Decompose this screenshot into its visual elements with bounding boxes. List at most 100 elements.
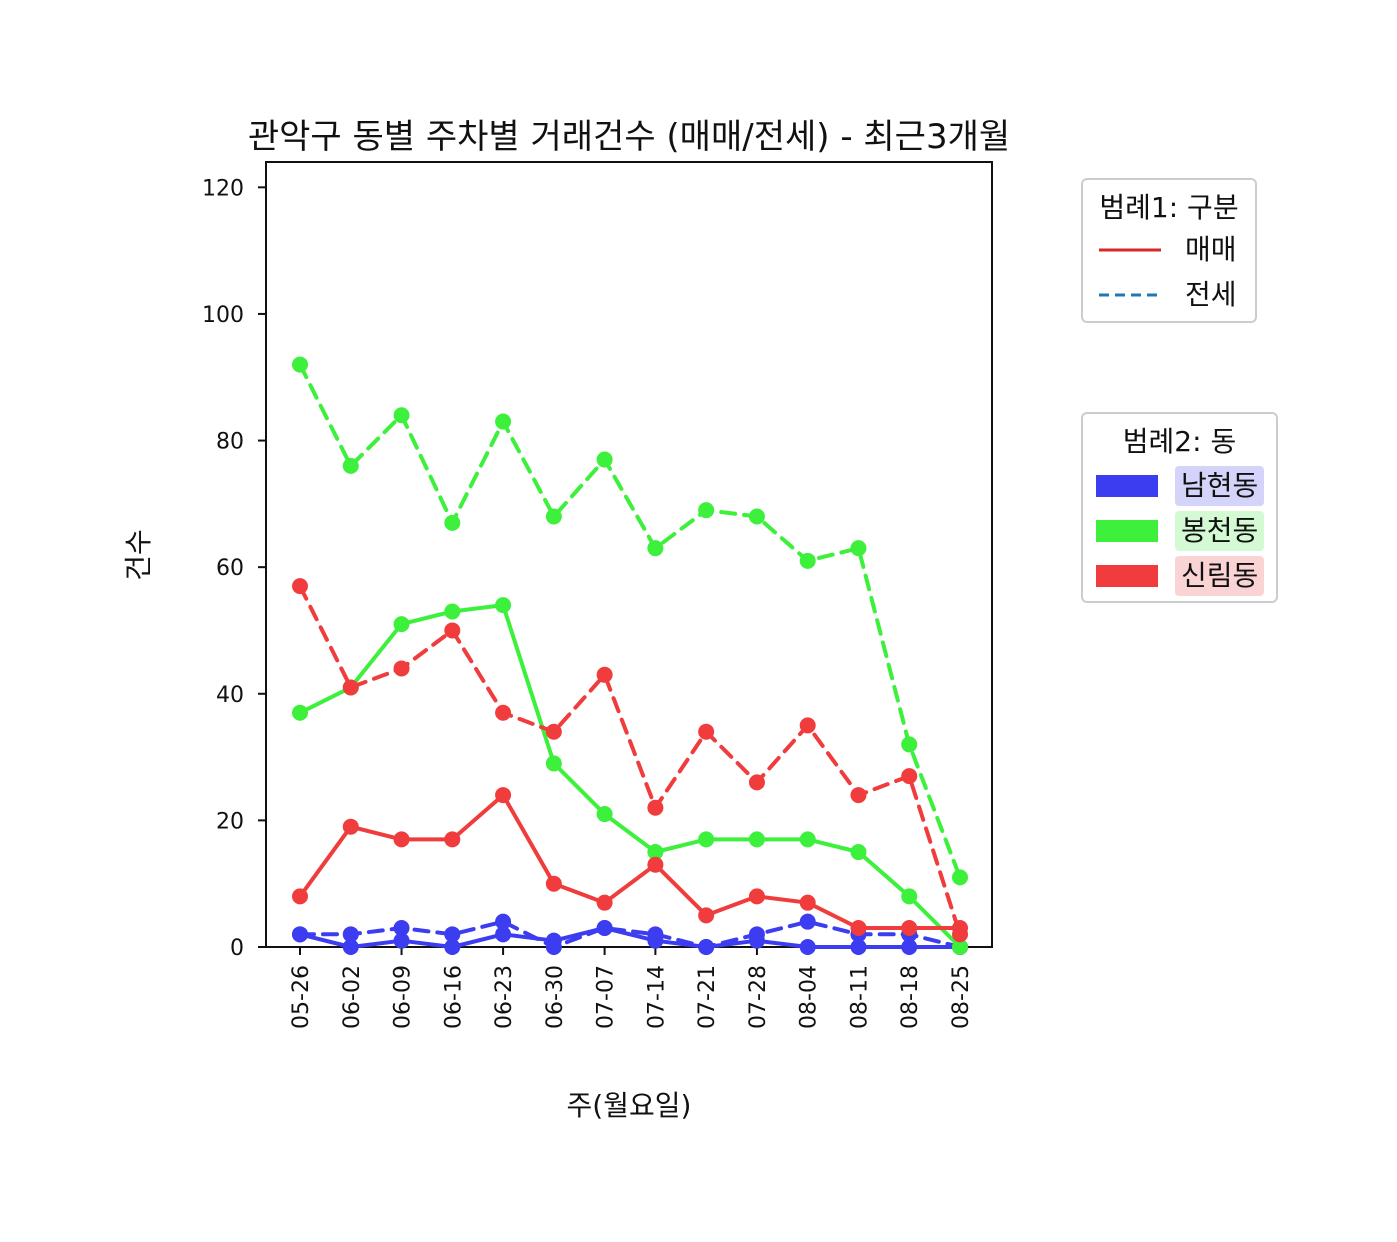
- plot-area: [265, 161, 993, 948]
- legend-dong: 범례2: 동 남현동 봉천동 신림동: [1081, 412, 1278, 603]
- x-tick-label: 08-25: [949, 965, 974, 1029]
- legend-dong-title: 범례2: 동: [1122, 425, 1237, 458]
- data-point-남현동-전세: [545, 939, 562, 955]
- series-line-봉천동-매매: [298, 603, 962, 949]
- legend-kind-item-sale: 매매: [1083, 230, 1255, 270]
- data-point-신림동-매매: [444, 831, 461, 848]
- x-tick-label: 05-26: [289, 965, 314, 1029]
- data-point-남현동-매매: [393, 932, 410, 949]
- y-tick-label: 60: [216, 556, 244, 581]
- legend-dong-label-sillim: 신림동: [1175, 556, 1265, 596]
- series-line-남현동-매매: [298, 926, 962, 949]
- data-point-신림동-전세: [748, 774, 765, 791]
- data-point-신림동-전세: [698, 723, 715, 740]
- data-point-남현동-전세: [647, 926, 664, 943]
- data-point-봉천동-매매: [393, 616, 410, 633]
- x-tick-label: 06-02: [340, 965, 365, 1029]
- chart-title: 관악구 동별 주차별 거래건수 (매매/전세) - 최근3개월: [248, 117, 1010, 157]
- y-tick-label: 40: [216, 683, 244, 708]
- data-point-신림동-전세: [393, 660, 410, 677]
- legend-kind-label-sale: 매매: [1185, 233, 1237, 266]
- namhyeon-swatch: [1096, 475, 1158, 497]
- data-point-봉천동-전세: [545, 508, 562, 525]
- data-point-봉천동-매매: [952, 939, 969, 955]
- data-point-봉천동-전세: [799, 552, 816, 569]
- data-point-신림동-전세: [850, 787, 867, 804]
- data-point-남현동-전세: [444, 926, 461, 943]
- x-tick-label: 08-18: [898, 965, 923, 1029]
- data-point-봉천동-전세: [495, 413, 512, 430]
- data-point-봉천동-전세: [952, 869, 969, 886]
- x-tick-label: 08-11: [847, 965, 872, 1029]
- x-tick-label: 06-23: [492, 965, 517, 1029]
- data-point-남현동-전세: [342, 926, 359, 943]
- data-point-신림동-전세: [596, 666, 613, 683]
- bongcheon-swatch: [1096, 520, 1158, 542]
- x-tick-label: 06-16: [441, 965, 466, 1029]
- data-point-봉천동-매매: [495, 597, 512, 614]
- data-point-봉천동-매매: [799, 831, 816, 848]
- data-point-신림동-전세: [444, 622, 461, 639]
- data-point-남현동-매매: [342, 939, 359, 955]
- sillim-swatch: [1096, 565, 1158, 587]
- data-point-신림동-전세: [647, 799, 664, 816]
- y-tick-label: 0: [230, 936, 244, 961]
- data-point-봉천동-전세: [342, 457, 359, 474]
- legend-dong-label-namhyeon: 남현동: [1175, 466, 1265, 506]
- data-point-신림동-전세: [799, 717, 816, 734]
- data-point-신림동-전세: [495, 704, 512, 721]
- data-point-남현동-전세: [596, 920, 613, 937]
- data-point-남현동-매매: [799, 939, 816, 955]
- data-point-신림동-전세: [952, 926, 969, 943]
- data-point-남현동-매매: [444, 939, 461, 955]
- y-tick-label: 120: [202, 176, 244, 201]
- data-point-봉천동-전세: [292, 356, 308, 373]
- data-point-신림동-매매: [698, 907, 715, 924]
- data-point-남현동-매매: [495, 926, 512, 943]
- data-point-신림동-전세: [342, 679, 359, 696]
- series-line-신림동-전세: [298, 584, 962, 937]
- series-line-신림동-매매: [298, 793, 962, 930]
- x-tick-label: 08-04: [797, 965, 822, 1029]
- data-point-봉천동-전세: [748, 508, 765, 525]
- data-point-남현동-전세: [748, 926, 765, 943]
- data-point-봉천동-매매: [647, 844, 664, 861]
- legend-dong-item-sillim: 신림동: [1083, 556, 1276, 596]
- data-point-봉천동-전세: [444, 514, 461, 531]
- data-point-신림동-매매: [850, 920, 867, 937]
- data-point-봉천동-전세: [698, 502, 715, 519]
- legend-kind-label-lease: 전세: [1185, 278, 1237, 311]
- data-point-신림동-매매: [799, 894, 816, 911]
- legend-dong-item-namhyeon: 남현동: [1083, 466, 1276, 506]
- data-point-신림동-매매: [901, 920, 918, 937]
- data-point-신림동-매매: [545, 875, 562, 892]
- data-point-봉천동-전세: [596, 451, 613, 468]
- legend-kind-item-lease: 전세: [1083, 275, 1255, 315]
- legend-dong-label-bongcheon: 봉천동: [1175, 511, 1265, 551]
- data-point-봉천동-매매: [901, 888, 918, 905]
- data-point-남현동-전세: [292, 926, 308, 943]
- y-tick-label: 80: [216, 430, 244, 455]
- data-point-봉천동-매매: [748, 831, 765, 848]
- data-point-신림동-매매: [393, 831, 410, 848]
- x-axis-label: 주(월요일): [567, 1089, 692, 1122]
- x-tick-label: 07-07: [594, 965, 619, 1029]
- data-point-신림동-전세: [901, 768, 918, 785]
- data-point-신림동-전세: [545, 723, 562, 740]
- data-point-봉천동-매매: [698, 831, 715, 848]
- y-tick-label: 20: [216, 809, 244, 834]
- data-point-남현동-전세: [393, 920, 410, 937]
- data-point-신림동-매매: [292, 888, 308, 905]
- dashed-line-icon: [1099, 293, 1161, 297]
- data-point-봉천동-매매: [292, 704, 308, 721]
- data-point-봉천동-전세: [647, 540, 664, 557]
- data-point-신림동-매매: [596, 894, 613, 911]
- y-axis-label: 건수: [122, 529, 155, 581]
- legend-kind-title: 범례1: 구분: [1099, 191, 1239, 224]
- data-point-봉천동-전세: [901, 736, 918, 753]
- data-point-신림동-매매: [647, 856, 664, 873]
- data-point-신림동-매매: [748, 888, 765, 905]
- data-point-남현동-전세: [698, 939, 715, 955]
- data-point-봉천동-전세: [850, 540, 867, 557]
